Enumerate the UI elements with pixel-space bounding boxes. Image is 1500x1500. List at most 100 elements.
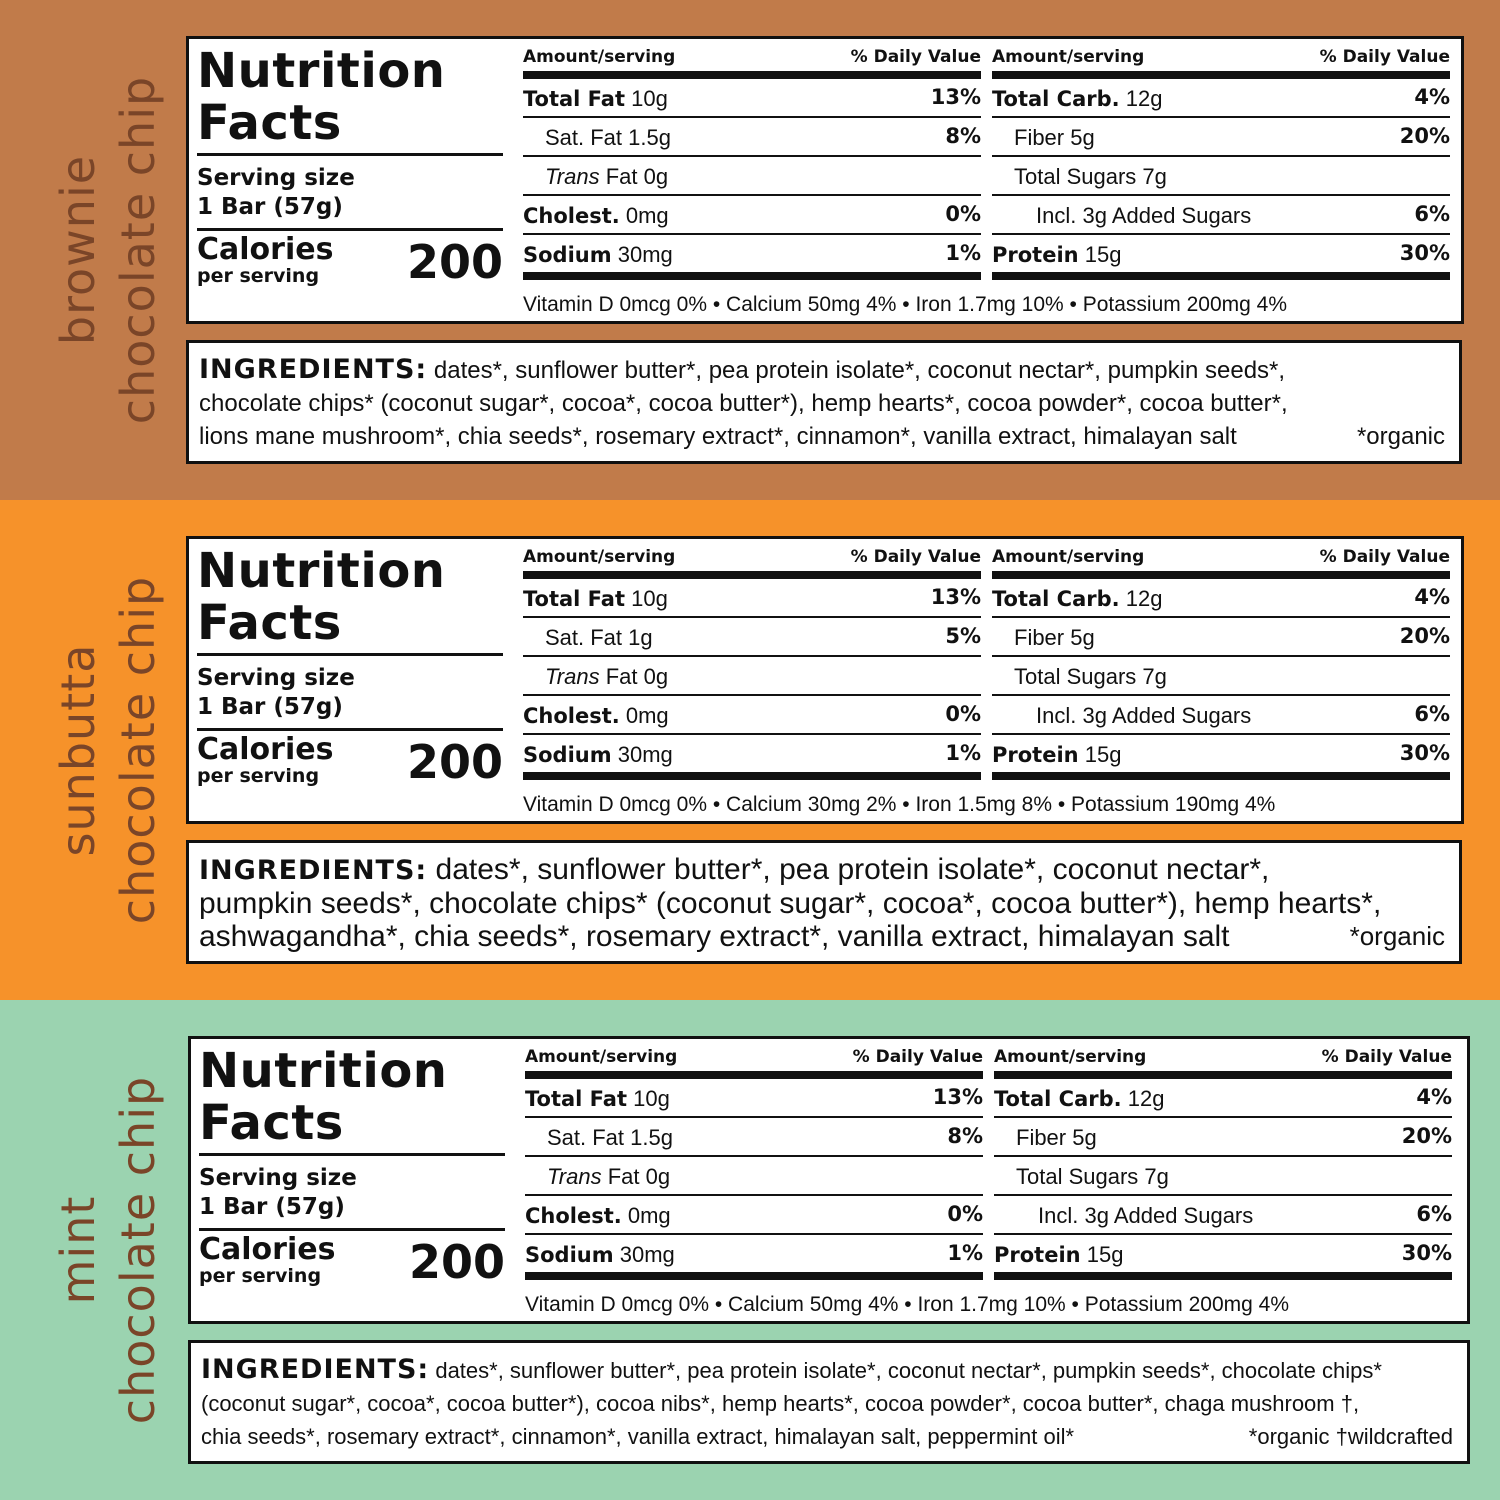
amount-header: Amount/serving <box>992 47 1145 67</box>
row-fiber: Fiber 5g 20% <box>992 118 1450 157</box>
ingredients-box: INGREDIENTS: dates*, sunflower butter*, … <box>188 1340 1470 1464</box>
ingredients-box: INGREDIENTS: dates*, sunflower butter*, … <box>186 340 1462 464</box>
row-total-sugars: Total Sugars 7g <box>992 657 1450 696</box>
row-trans-fat: Trans Fat 0g <box>523 157 981 196</box>
row-protein: Protein 15g 30% <box>992 235 1450 280</box>
row-fiber: Fiber 5g 20% <box>992 618 1450 657</box>
ingredients-key: INGREDIENTS: <box>199 855 428 886</box>
calories-sub: per serving <box>197 765 320 787</box>
dv-header: % Daily Value <box>850 47 981 67</box>
flavor-line-2: chocolate chip <box>111 575 165 925</box>
nutrition-facts-panel: Nutrition Facts Serving size 1 Bar (57g)… <box>186 36 1464 324</box>
row-trans-fat: Trans Fat 0g <box>525 1157 983 1196</box>
ingredients-note: *organic <box>1356 423 1445 450</box>
amount-header: Amount/serving <box>994 1047 1147 1067</box>
flavor-line-1: sunbutta <box>51 643 105 857</box>
ingredients-line-3: chia seeds*, rosemary extract*, cinnamon… <box>201 1420 1457 1453</box>
ingredients-line-1: INGREDIENTS: dates*, sunflower butter*, … <box>199 354 1286 385</box>
row-sodium: Sodium 30mg 1% <box>525 1235 983 1280</box>
flavor-line-1: brownie <box>51 154 105 346</box>
row-total-carb: Total Carb. 12g 4% <box>992 579 1450 618</box>
row-protein: Protein 15g 30% <box>992 735 1450 780</box>
calories-value: 200 <box>406 235 503 289</box>
ingredients-box: INGREDIENTS: dates*, sunflower butter*, … <box>186 840 1462 964</box>
calories-sub: per serving <box>197 265 320 287</box>
ingredients-line-2: (coconut sugar*, cocoa*, cocoa butter*),… <box>201 1391 1360 1416</box>
serving-label: Serving size <box>197 165 355 191</box>
row-cholesterol: Cholest. 0mg 0% <box>523 696 981 735</box>
row-cholesterol: Cholest. 0mg 0% <box>525 1196 983 1235</box>
ingredients-line-3: ashwagandha*, chia seeds*, rosemary extr… <box>199 920 1445 953</box>
row-sodium: Sodium 30mg 1% <box>523 735 981 780</box>
nutrient-column-left: Amount/serving % Daily Value Total Fat 10… <box>523 547 981 780</box>
calories-label: Calories <box>197 732 334 767</box>
dv-header: % Daily Value <box>850 547 981 567</box>
row-total-sugars: Total Sugars 7g <box>992 157 1450 196</box>
amount-header: Amount/serving <box>525 1047 678 1067</box>
calories-label: Calories <box>199 1232 336 1267</box>
ingredients-line-1: INGREDIENTS: dates*, sunflower butter*, … <box>199 853 1270 886</box>
ingredients-line-2: pumpkin seeds*, chocolate chips* (coconu… <box>199 887 1382 920</box>
serving-label: Serving size <box>197 665 355 691</box>
dv-header: % Daily Value <box>1319 547 1450 567</box>
flavor-line-2: chocolate chip <box>111 1075 165 1425</box>
serving-size: 1 Bar (57g) <box>199 1194 345 1220</box>
serving-size: 1 Bar (57g) <box>197 694 343 720</box>
row-total-fat: Total Fat 10g 13% <box>525 1079 983 1118</box>
flavor-line-1: mint <box>51 1195 105 1305</box>
nutrition-facts-title: Nutrition Facts <box>197 43 446 151</box>
ingredients-key: INGREDIENTS: <box>199 354 428 385</box>
dv-header: % Daily Value <box>852 1047 983 1067</box>
row-sat-fat: Sat. Fat 1.5g 8% <box>525 1118 983 1157</box>
serving-label: Serving size <box>199 1165 357 1191</box>
dv-header: % Daily Value <box>1321 1047 1452 1067</box>
flavor-name: sunbutta chocolate chip <box>48 530 168 970</box>
dv-header: % Daily Value <box>1319 47 1450 67</box>
band-sunbutta: sunbutta chocolate chip Nutrition Facts … <box>0 500 1500 1000</box>
ingredients-line-2: chocolate chips* (coconut sugar*, cocoa*… <box>199 390 1288 417</box>
amount-header: Amount/serving <box>523 47 676 67</box>
nutrient-column-right: Amount/serving % Daily Value Total Carb. … <box>994 1047 1452 1280</box>
nutrient-column-left: Amount/serving % Daily Value Total Fat 10… <box>523 47 981 280</box>
flavor-name: mint chocolate chip <box>48 1030 168 1470</box>
row-total-carb: Total Carb. 12g 4% <box>994 1079 1452 1118</box>
ingredients-note: *organic <box>1349 921 1445 951</box>
row-trans-fat: Trans Fat 0g <box>523 657 981 696</box>
amount-header: Amount/serving <box>992 547 1145 567</box>
row-added-sugars: Incl. 3g Added Sugars 6% <box>992 696 1450 735</box>
vitamins-line: Vitamin D 0mcg 0% • Calcium 50mg 4% • Ir… <box>525 1293 1289 1316</box>
row-sat-fat: Sat. Fat 1.5g 8% <box>523 118 981 157</box>
ingredients-line-3: lions mane mushroom*, chia seeds*, rosem… <box>199 420 1449 453</box>
calories-label: Calories <box>197 232 334 267</box>
row-total-fat: Total Fat 10g 13% <box>523 79 981 118</box>
nutrition-facts-panel: Nutrition Facts Serving size 1 Bar (57g)… <box>188 1036 1470 1324</box>
band-brownie: brownie chocolate chip Nutrition Facts S… <box>0 0 1500 500</box>
nutrition-facts-title: Nutrition Facts <box>197 543 446 651</box>
calories-sub: per serving <box>199 1265 322 1287</box>
ingredients-line-1: INGREDIENTS: dates*, sunflower butter*, … <box>201 1354 1382 1385</box>
row-total-carb: Total Carb. 12g 4% <box>992 79 1450 118</box>
ingredients-note: *organic †wildcrafted <box>1248 1424 1453 1449</box>
calories-value: 200 <box>406 735 503 789</box>
row-added-sugars: Incl. 3g Added Sugars 6% <box>992 196 1450 235</box>
row-fiber: Fiber 5g 20% <box>994 1118 1452 1157</box>
nutrient-column-right: Amount/serving % Daily Value Total Carb. … <box>992 547 1450 780</box>
row-sodium: Sodium 30mg 1% <box>523 235 981 280</box>
row-total-sugars: Total Sugars 7g <box>994 1157 1452 1196</box>
serving-size: 1 Bar (57g) <box>197 194 343 220</box>
nutrient-column-left: Amount/serving % Daily Value Total Fat 10… <box>525 1047 983 1280</box>
band-mint: mint chocolate chip Nutrition Facts Serv… <box>0 1000 1500 1500</box>
nutrient-column-right: Amount/serving % Daily Value Total Carb. … <box>992 47 1450 280</box>
amount-header: Amount/serving <box>523 547 676 567</box>
row-cholesterol: Cholest. 0mg 0% <box>523 196 981 235</box>
row-added-sugars: Incl. 3g Added Sugars 6% <box>994 1196 1452 1235</box>
flavor-line-2: chocolate chip <box>111 75 165 425</box>
nutrition-facts-title: Nutrition Facts <box>199 1043 448 1151</box>
row-total-fat: Total Fat 10g 13% <box>523 579 981 618</box>
vitamins-line: Vitamin D 0mcg 0% • Calcium 50mg 4% • Ir… <box>523 293 1287 316</box>
flavor-name: brownie chocolate chip <box>48 30 168 470</box>
ingredients-key: INGREDIENTS: <box>201 1354 430 1385</box>
row-sat-fat: Sat. Fat 1g 5% <box>523 618 981 657</box>
vitamins-line: Vitamin D 0mcg 0% • Calcium 30mg 2% • Ir… <box>523 793 1276 816</box>
calories-value: 200 <box>408 1235 505 1289</box>
